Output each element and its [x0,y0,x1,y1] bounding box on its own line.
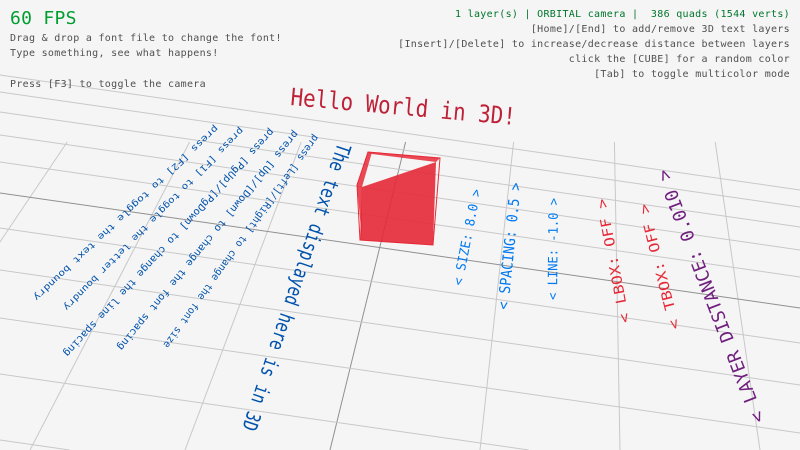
size-label: < SIZE: 8.0 > [451,188,485,287]
fps-counter: 60 FPS [10,8,77,29]
cube-front[interactable] [360,162,436,245]
grid-line [613,141,621,450]
grid-line [0,439,70,450]
lbox-label: < LBOX: OFF > [594,197,634,324]
floor-text-group: press [F2] to toggle the text boundry pr… [30,123,356,434]
status-line: 1 layer(s) | ORBITAL camera | 386 quads … [455,9,790,20]
grid-line [184,141,302,450]
settings-labels: < SIZE: 8.0 > < SPACING: 0.5 > < LINE: -… [451,166,769,426]
grid-line [0,141,68,243]
help-line: Press [F3] to toggle the camera [10,79,206,90]
help-line: [Home]/[End] to add/remove 3D text layer… [530,24,790,35]
help-line: Type something, see what happens! [10,48,219,59]
grid-line [714,141,761,450]
spacing-label: < SPACING: 0.5 > [494,182,525,311]
cube-wires [356,151,441,246]
grid-line [0,269,800,386]
grid-line [29,141,191,450]
help-line: [Insert]/[Delete] to increase/decrease d… [398,39,790,50]
help-line: Drag & drop a font file to change the fo… [10,33,282,44]
grid-line [0,192,800,309]
help-line: click the [CUBE] for a random color [568,54,790,65]
help-line: [Tab] to toggle multicolor mode [594,69,790,80]
grid-line [0,91,800,208]
grid-line [0,227,800,344]
line-label: < LINE: -1.0 > [546,198,562,300]
cube-top[interactable] [368,152,440,162]
grid-line [0,373,529,450]
floor-grid [0,74,800,450]
grid-line [0,317,800,434]
cube[interactable] [356,151,441,246]
grid-line [0,111,800,228]
grid-line [0,74,800,191]
hello-world-3d-text: Hello World in 3D! [289,83,516,131]
grid-line [479,141,515,450]
